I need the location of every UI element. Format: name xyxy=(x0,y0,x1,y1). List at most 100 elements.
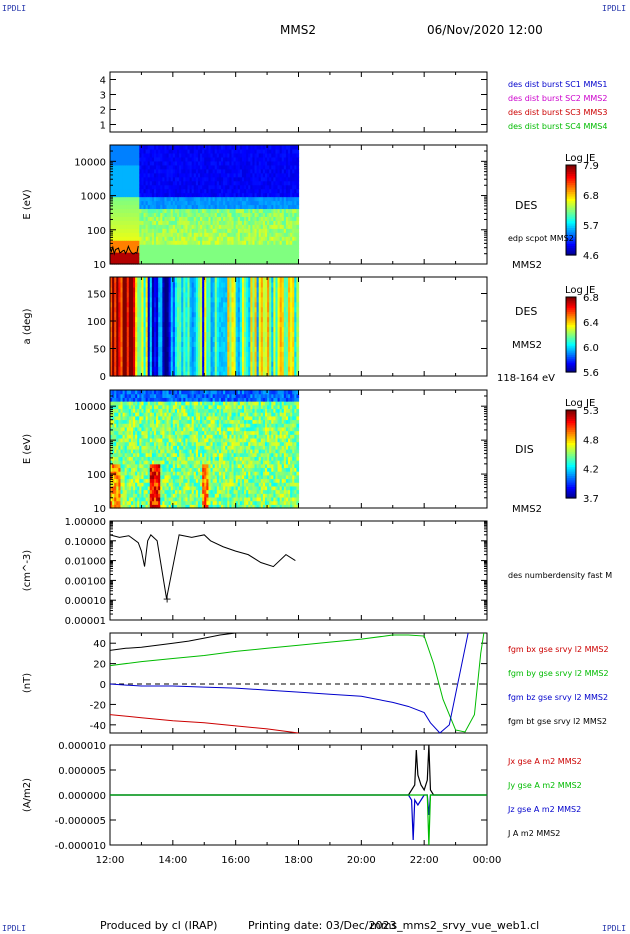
heatmap-cell xyxy=(187,216,191,221)
heatmap-cell xyxy=(122,371,126,377)
heatmap-cell xyxy=(124,277,128,283)
heatmap-cell xyxy=(296,200,300,206)
heatmap-cell xyxy=(223,236,226,241)
heatmap-cell xyxy=(281,240,285,245)
heatmap-cell xyxy=(156,296,159,303)
heatmap-cell xyxy=(277,188,281,194)
heatmap-cell xyxy=(122,301,126,308)
heatmap-cell xyxy=(130,244,134,249)
heatmap-cell xyxy=(191,341,195,347)
heatmap-cell xyxy=(170,244,174,249)
heatmap-cell xyxy=(227,326,230,333)
heatmap-cell xyxy=(239,316,243,323)
heatmap-cell xyxy=(244,164,247,170)
heatmap-cell xyxy=(283,184,287,190)
heatmap-cell xyxy=(177,306,180,313)
heatmap-cell xyxy=(174,180,178,186)
heatmap-cell xyxy=(267,200,270,206)
heatmap-cell xyxy=(162,164,166,170)
heatmap-cell xyxy=(120,145,124,150)
heatmap-cell xyxy=(124,331,128,337)
heatmap-cell xyxy=(254,204,258,210)
heatmap-cell xyxy=(137,346,140,352)
heatmap-cell xyxy=(275,164,279,170)
heatmap-cell xyxy=(208,277,212,283)
heatmap-cell xyxy=(139,196,143,202)
heatmap-cell xyxy=(244,240,247,245)
heatmap-cell xyxy=(214,244,218,249)
heatmap-cell xyxy=(112,216,115,221)
heatmap-cell xyxy=(151,306,155,313)
heatmap-cell xyxy=(185,200,189,206)
heatmap-cell xyxy=(116,200,119,206)
heatmap-cell xyxy=(210,277,214,283)
heatmap-cell xyxy=(174,371,178,377)
heatmap-cell xyxy=(170,326,174,333)
heatmap-cell xyxy=(197,240,201,245)
heatmap-cell xyxy=(235,252,239,257)
heatmap-cell xyxy=(281,260,285,265)
heatmap-cell xyxy=(116,152,119,158)
heatmap-cell xyxy=(283,176,287,182)
heatmap-cell xyxy=(185,232,189,237)
heatmap-cell xyxy=(197,256,201,261)
heatmap-cell xyxy=(124,248,128,253)
heatmap-cell xyxy=(177,180,180,186)
heatmap-cell xyxy=(212,164,216,170)
heatmap-cell xyxy=(110,281,113,288)
heatmap-cell xyxy=(168,224,172,229)
heatmap-cell xyxy=(130,152,134,158)
heatmap-cell xyxy=(288,176,291,182)
heatmap-cell xyxy=(120,192,124,198)
heatmap-cell xyxy=(158,188,161,194)
heatmap-cell xyxy=(281,176,285,182)
heatmap-cell xyxy=(162,361,166,367)
heatmap-cell xyxy=(237,366,241,372)
heatmap-cell xyxy=(139,331,143,337)
heatmap-cell xyxy=(147,176,151,182)
heatmap-cell xyxy=(177,192,180,198)
heatmap-cell xyxy=(168,281,172,288)
heatmap-cell xyxy=(202,232,205,237)
heatmap-cell xyxy=(177,341,180,347)
heatmap-cell xyxy=(197,301,201,308)
heatmap-cell xyxy=(189,232,193,237)
heatmap-cell xyxy=(252,145,256,150)
heatmap-cell xyxy=(141,346,145,352)
heatmap-cell xyxy=(216,192,220,198)
heatmap-cell xyxy=(269,260,272,265)
heatmap-cell xyxy=(128,148,132,154)
heatmap-cell xyxy=(177,148,180,154)
heatmap-cell xyxy=(281,220,285,225)
heatmap-cell xyxy=(181,188,184,194)
heatmap-cell xyxy=(244,316,247,323)
heatmap-cell xyxy=(285,252,289,257)
heatmap-cell xyxy=(183,224,186,229)
heatmap-cell xyxy=(114,176,117,182)
heatmap-cell xyxy=(197,291,201,298)
heatmap-cell xyxy=(128,172,132,178)
heatmap-cell xyxy=(248,196,251,202)
heatmap-cell xyxy=(269,252,272,257)
heatmap-cell xyxy=(164,236,168,241)
heatmap-cell xyxy=(187,212,191,217)
heatmap-cell xyxy=(168,212,172,217)
heatmap-cell xyxy=(164,244,168,249)
heatmap-cell xyxy=(193,366,197,372)
heatmap-cell xyxy=(225,200,228,206)
heatmap-cell xyxy=(118,351,122,357)
heatmap-cell xyxy=(145,156,149,162)
heatmap-cell xyxy=(179,306,182,313)
heatmap-cell xyxy=(248,366,251,372)
heatmap-cell xyxy=(166,220,170,225)
heatmap-cell xyxy=(185,164,189,170)
heatmap-cell xyxy=(212,341,216,347)
colorbar-step xyxy=(566,198,576,202)
heatmap-cell xyxy=(197,277,201,283)
heatmap-cell xyxy=(241,301,245,308)
heatmap-cell xyxy=(147,208,151,214)
heatmap-cell xyxy=(133,208,136,214)
heatmap-cell xyxy=(260,168,264,174)
heatmap-cell xyxy=(227,180,230,186)
heatmap-cell xyxy=(177,336,180,342)
